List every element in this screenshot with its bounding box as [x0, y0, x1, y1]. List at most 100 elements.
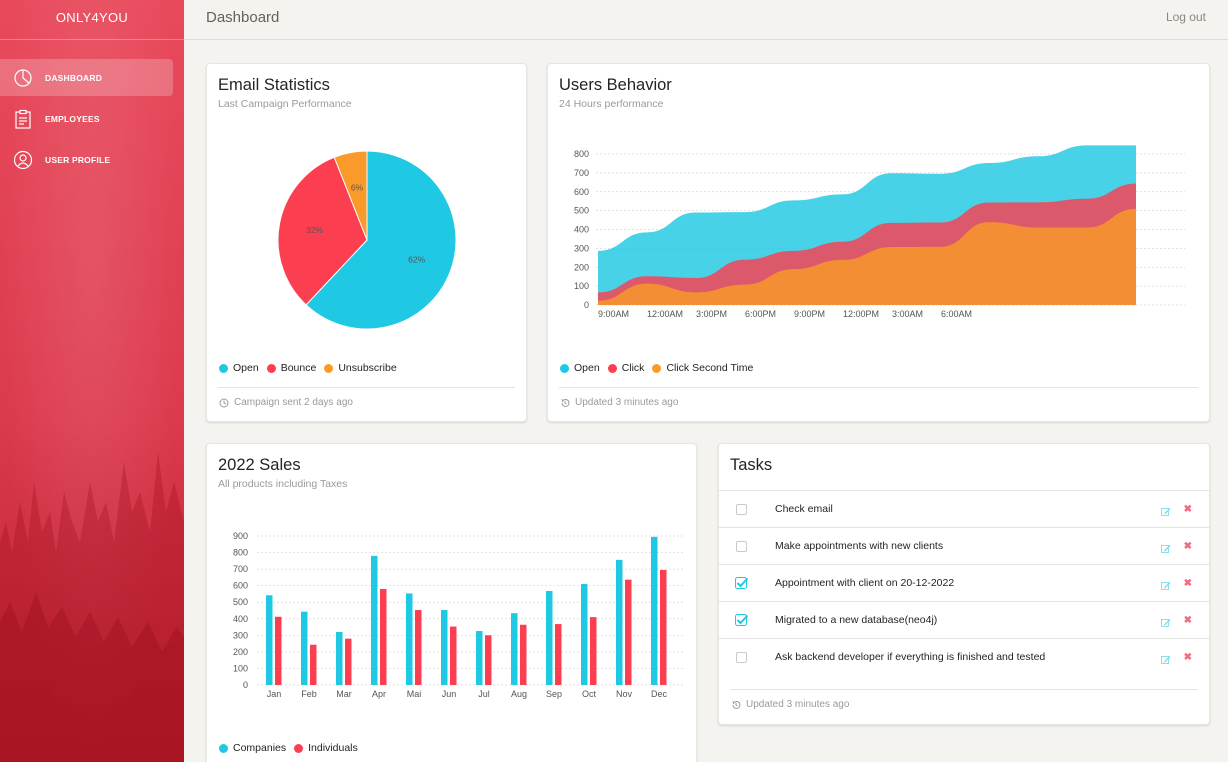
x-tick-label: 9:00PM [794, 309, 825, 319]
delete-icon[interactable]: ✖ [1183, 614, 1192, 626]
legend-label: Companies [233, 742, 287, 754]
bar-companies [406, 593, 413, 685]
task-checkbox[interactable] [736, 540, 747, 552]
y-tick-label: 200 [574, 262, 589, 272]
pie-slice-open [305, 150, 457, 330]
task-text: Migrated to a new database(neo4j) [775, 614, 938, 626]
task-text: Check email [775, 503, 833, 515]
card-title: Tasks [730, 456, 773, 474]
x-tick-label: Jan [267, 689, 282, 699]
y-tick-label: 700 [233, 564, 248, 574]
legend-item-individuals: Individuals [294, 742, 358, 754]
legend-dot [560, 363, 569, 373]
brand-logo[interactable]: ONLY4YOU [0, 0, 184, 40]
sales-bar-chart: 0 100 200 300 400 500 600 700 800 900 Jan Feb Mar Apr… [233, 531, 684, 699]
bar-companies [581, 584, 588, 685]
x-tick-label: Jun [442, 689, 457, 699]
delete-icon[interactable]: ✖ [1183, 577, 1192, 589]
email-pie-chart: 62% 32% 6% [277, 150, 457, 330]
card-title: Users Behavior [559, 76, 672, 94]
delete-icon[interactable]: ✖ [1183, 503, 1192, 515]
bar-companies [546, 590, 553, 685]
edit-icon[interactable] [1161, 504, 1171, 516]
legend-label: Bounce [280, 362, 317, 374]
history-icon [731, 700, 741, 710]
forest-background-image [0, 452, 184, 762]
task-checkbox[interactable] [736, 651, 747, 663]
task-checkbox[interactable] [735, 576, 749, 589]
pie-slice-unsubscribe [333, 150, 368, 241]
sidebar-item-user-profile[interactable]: USER PROFILE [0, 141, 173, 178]
bar-individuals [590, 617, 597, 685]
card-title: Email Statistics [218, 76, 330, 94]
y-tick-label: 600 [233, 581, 248, 591]
users-behavior-card: Users Behavior 24 Hours performance 0 100… [547, 63, 1210, 422]
x-tick-label: Jul [478, 689, 490, 699]
bar-individuals [275, 616, 282, 685]
bar-companies [301, 611, 308, 685]
card-divider [730, 689, 1198, 690]
page-title: Dashboard [206, 9, 280, 26]
bar-companies [476, 631, 483, 685]
clipboard-icon [12, 108, 34, 130]
task-text: Appointment with client on 20-12-2022 [775, 577, 955, 589]
edit-icon[interactable] [1161, 541, 1171, 553]
task-row: Appointment with client on 20-12-2022 ✖ [719, 564, 1209, 601]
legend-dot [324, 363, 334, 373]
y-tick-label: 0 [584, 300, 589, 310]
legend-dot [294, 743, 304, 753]
task-row: Check email ✖ [719, 490, 1209, 527]
y-tick-label: 700 [574, 168, 589, 178]
sidebar-item-label: USER PROFILE [45, 154, 111, 165]
legend-label: Unsubscribe [338, 362, 397, 374]
x-tick-label: 6:00AM [941, 309, 972, 319]
edit-icon[interactable] [1161, 615, 1171, 627]
bar-companies [371, 555, 378, 685]
footer-text: Updated 3 minutes ago [746, 699, 850, 710]
legend-label: Click Second Time [666, 362, 754, 374]
task-checkbox[interactable] [735, 613, 749, 626]
edit-icon[interactable] [1161, 652, 1171, 664]
task-checkbox[interactable] [736, 503, 747, 515]
x-tick-label: Mar [336, 689, 352, 699]
x-tick-label: Nov [616, 689, 633, 699]
legend-label: Open [233, 362, 259, 374]
legend-label: Individuals [308, 742, 358, 754]
y-tick-label: 100 [574, 281, 589, 291]
x-tick-label: Aug [511, 689, 527, 699]
x-tick-label: Mai [407, 689, 422, 699]
legend-item-companies: Companies [219, 742, 286, 754]
edit-icon[interactable] [1161, 578, 1171, 590]
logout-link[interactable]: Log out [1165, 10, 1206, 24]
legend-item-click-second-time: Click Second Time [652, 362, 753, 374]
area-series-click-second-time [598, 208, 1136, 305]
card-footer: Updated 3 minutes ago [560, 397, 678, 408]
bar-companies [616, 559, 623, 685]
card-footer: Campaign sent 2 days ago [219, 397, 353, 408]
x-tick-label: 12:00AM [647, 309, 683, 319]
sidebar-item-dashboard[interactable]: DASHBOARD [0, 59, 173, 96]
sidebar-item-employees[interactable]: EMPLOYEES [0, 100, 173, 137]
bar-individuals [555, 624, 562, 685]
tasks-card: Tasks Check email ✖ Make appointments with… [718, 443, 1210, 725]
legend-dot [219, 743, 228, 753]
delete-icon[interactable]: ✖ [1183, 540, 1192, 552]
users-legend: Open Click Click Second Time [560, 362, 761, 374]
bar-companies [266, 595, 273, 685]
legend-dot [219, 363, 228, 373]
card-footer: Updated 3 minutes ago [731, 699, 849, 710]
legend-item-unsubscribe: Unsubscribe [324, 362, 397, 374]
card-subtitle: Last Campaign Performance [218, 98, 352, 110]
x-tick-label: 12:00PM [843, 309, 879, 319]
delete-icon[interactable]: ✖ [1183, 651, 1192, 663]
bar-individuals [415, 610, 422, 685]
y-tick-label: 200 [233, 647, 248, 657]
task-text: Ask backend developer if everything is f… [775, 651, 1046, 663]
y-tick-label: 500 [233, 597, 248, 607]
x-tick-label: 6:00PM [745, 309, 776, 319]
email-statistics-card: Email Statistics Last Campaign Performan… [206, 63, 527, 422]
sidebar: ONLY4YOU DASHBOARD EMPLOYEES USER PROFIL… [0, 0, 184, 762]
card-title: 2022 Sales [218, 456, 301, 474]
footer-text: Campaign sent 2 days ago [234, 397, 353, 408]
bar-companies [336, 632, 343, 685]
